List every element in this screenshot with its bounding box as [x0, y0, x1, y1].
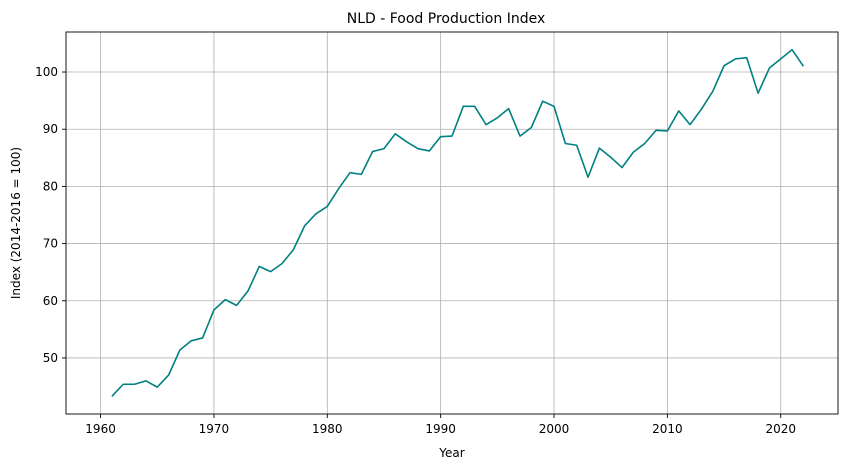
y-gridlines [66, 71, 838, 359]
x-tick-label: 2010 [652, 422, 683, 436]
y-tick-label: 100 [35, 65, 58, 79]
x-tick-label: 2000 [539, 422, 570, 436]
y-tick-label: 50 [43, 351, 58, 365]
x-tick-label: 1970 [199, 422, 230, 436]
y-tick-label: 70 [43, 237, 58, 251]
x-tick-label: 2020 [765, 422, 796, 436]
y-tick-label: 90 [43, 122, 58, 136]
x-tick-label: 1960 [85, 422, 116, 436]
x-axis-label: Year [438, 446, 464, 460]
y-axis-label: Index (2014-2016 = 100) [9, 147, 23, 299]
y-axis: 50 60 70 80 90 100 [35, 65, 66, 365]
x-tick-label: 1990 [425, 422, 456, 436]
plot-frame [65, 31, 839, 415]
chart-title: NLD - Food Production Index [347, 11, 546, 27]
series-line [111, 48, 805, 397]
series-group [111, 48, 805, 397]
y-tick-label: 80 [43, 179, 58, 193]
x-gridlines [100, 32, 782, 414]
x-tick-label: 1980 [312, 422, 343, 436]
x-axis: 1960 1970 1980 1990 2000 2010 2020 [85, 414, 796, 436]
y-tick-label: 60 [43, 294, 58, 308]
